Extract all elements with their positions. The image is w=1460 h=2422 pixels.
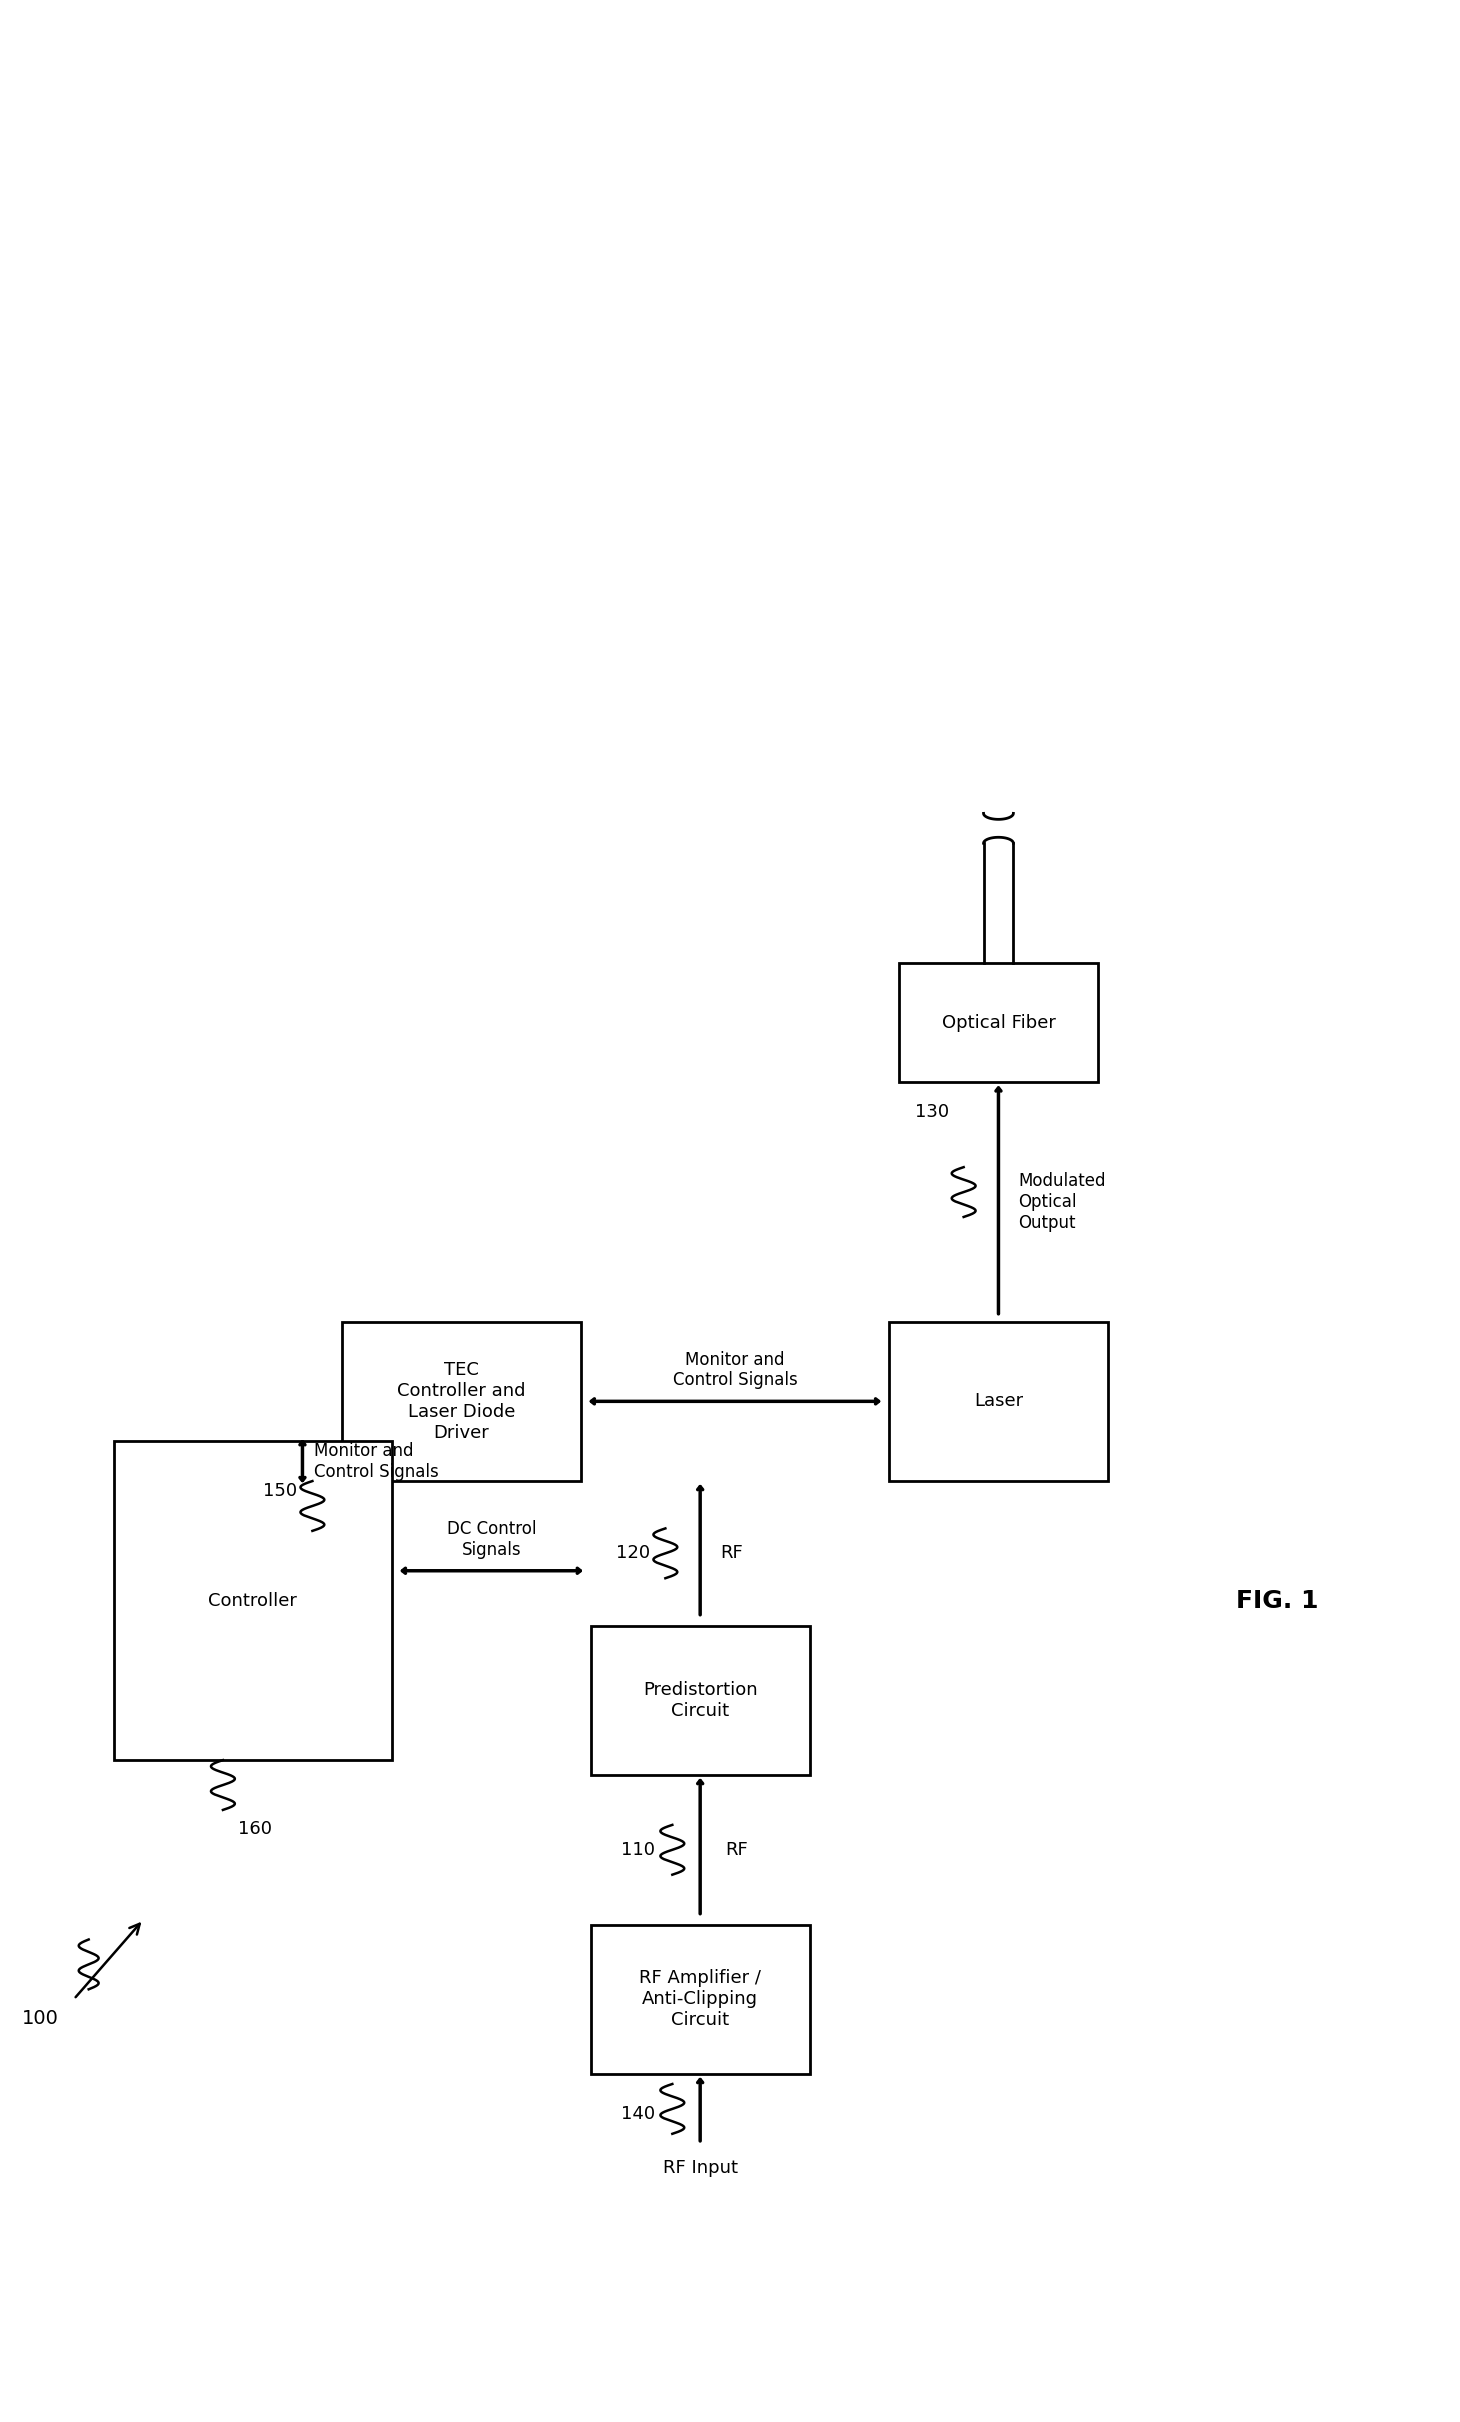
Text: Monitor and
Control Signals: Monitor and Control Signals bbox=[314, 1441, 439, 1480]
Text: RF Input: RF Input bbox=[663, 2158, 737, 2177]
Text: Predistortion
Circuit: Predistortion Circuit bbox=[642, 1681, 758, 1720]
Bar bbox=[899, 964, 1098, 1083]
Text: 100: 100 bbox=[22, 2010, 58, 2027]
Text: 140: 140 bbox=[622, 2105, 656, 2122]
Text: 120: 120 bbox=[616, 1545, 651, 1562]
Text: 110: 110 bbox=[622, 1841, 656, 1858]
Text: FIG. 1: FIG. 1 bbox=[1235, 1589, 1318, 1613]
Text: RF: RF bbox=[720, 1545, 743, 1562]
Bar bbox=[591, 1625, 809, 1775]
Text: DC Control
Signals: DC Control Signals bbox=[447, 1521, 536, 1560]
Text: 150: 150 bbox=[263, 1482, 298, 1499]
Text: RF: RF bbox=[726, 1841, 748, 1858]
Text: Monitor and
Control Signals: Monitor and Control Signals bbox=[673, 1351, 797, 1390]
Bar bbox=[114, 1441, 391, 1761]
Text: Laser: Laser bbox=[974, 1393, 1023, 1410]
Text: Controller: Controller bbox=[209, 1591, 298, 1611]
Text: TEC
Controller and
Laser Diode
Driver: TEC Controller and Laser Diode Driver bbox=[397, 1361, 526, 1441]
Bar bbox=[342, 1322, 581, 1482]
Bar bbox=[591, 1925, 809, 2073]
Text: 160: 160 bbox=[238, 1819, 272, 1838]
Text: 130: 130 bbox=[914, 1104, 949, 1121]
Text: RF Amplifier /
Anti-Clipping
Circuit: RF Amplifier / Anti-Clipping Circuit bbox=[639, 1969, 761, 2030]
Text: Modulated
Optical
Output: Modulated Optical Output bbox=[1018, 1172, 1105, 1233]
Bar bbox=[889, 1322, 1108, 1482]
Text: Optical Fiber: Optical Fiber bbox=[942, 1015, 1056, 1032]
